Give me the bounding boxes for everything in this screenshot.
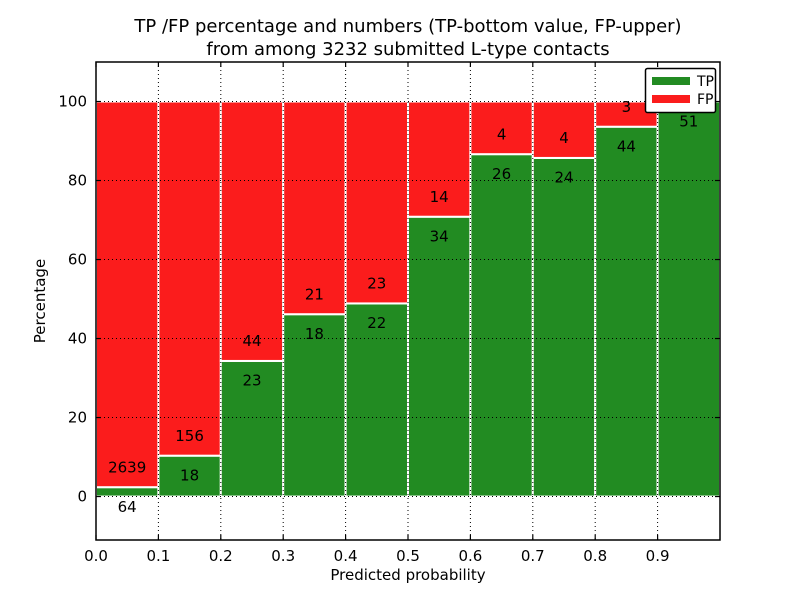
- x-axis-label: Predicted probability: [330, 566, 485, 584]
- y-tick-label: 100: [58, 93, 87, 111]
- fp-count-label: 14: [430, 188, 449, 206]
- fp-count-label: 3: [622, 98, 632, 116]
- bar-tp-segment: [407, 215, 472, 498]
- chart-title-line1: TP /FP percentage and numbers (TP-bottom…: [133, 16, 681, 37]
- x-tick-label: 0.6: [458, 547, 482, 565]
- bar-fp-segment: [95, 100, 160, 489]
- bar-tp-segment: [656, 100, 721, 498]
- fp-count-label: 4: [559, 129, 569, 147]
- fp-count-label: 44: [242, 332, 261, 350]
- bar-tp-segment: [344, 302, 410, 498]
- tp-count-label: 51: [679, 112, 698, 130]
- tp-count-label: 18: [180, 466, 199, 484]
- x-tick-label: 0.0: [84, 547, 108, 565]
- legend-swatch-fp: [652, 95, 690, 103]
- fp-count-label: 21: [305, 285, 324, 303]
- y-tick-label: 0: [77, 488, 87, 506]
- x-tick-label: 0.9: [646, 547, 670, 565]
- fp-count-label: 4: [497, 125, 507, 143]
- axis-ticks-layer: 0.0 0.1 0.2 0.3 0.4 0.5 0.6 0.7 0.8 0.9 0 20 40 60 80 1…: [58, 62, 720, 565]
- fp-count-label: 156: [175, 427, 204, 445]
- legend-swatch-tp: [652, 77, 690, 85]
- tp-count-label: 26: [492, 165, 511, 183]
- fp-count-label: 2639: [108, 458, 146, 476]
- x-tick-label: 0.3: [271, 547, 295, 565]
- tp-count-label: 34: [430, 227, 449, 245]
- bar-fp-segment: [344, 100, 410, 305]
- fp-count-label: 23: [367, 275, 386, 293]
- bar-fp-segment: [282, 100, 347, 316]
- legend: TP FP: [644, 67, 717, 114]
- grid-layer: [96, 62, 720, 540]
- x-tick-label: 0.4: [334, 547, 358, 565]
- bar-fp-segment: [157, 100, 222, 457]
- x-tick-label: 0.5: [396, 547, 420, 565]
- x-tick-label: 0.8: [583, 547, 607, 565]
- tp-count-label: 24: [554, 169, 573, 187]
- legend-label-tp: TP: [696, 74, 714, 90]
- tp-count-label: 22: [367, 314, 386, 332]
- tp-count-label: 44: [617, 137, 636, 155]
- bar-fp-segment: [407, 100, 472, 218]
- x-tick-label: 0.2: [209, 547, 233, 565]
- bar-tp-segment: [531, 156, 597, 498]
- x-tick-label: 0.1: [146, 547, 170, 565]
- bar-fp-segment: [219, 100, 285, 362]
- y-tick-label: 20: [68, 409, 87, 427]
- bar-tp-segment: [95, 486, 160, 498]
- tp-count-label: 64: [118, 498, 137, 516]
- chart-title-line2: from among 3232 submitted L-type contact…: [206, 39, 609, 60]
- tp-count-label: 18: [305, 325, 324, 343]
- legend-label-fp: FP: [697, 92, 714, 108]
- y-axis-label: Percentage: [31, 259, 49, 343]
- bar-tp-segment: [594, 125, 659, 498]
- bar-tp-segment: [469, 153, 534, 498]
- y-tick-label: 40: [68, 330, 87, 348]
- bars-layer: [95, 100, 721, 498]
- y-tick-label: 80: [68, 172, 87, 190]
- tp-count-label: 23: [242, 372, 261, 390]
- x-tick-label: 0.7: [521, 547, 545, 565]
- y-tick-label: 60: [68, 251, 87, 269]
